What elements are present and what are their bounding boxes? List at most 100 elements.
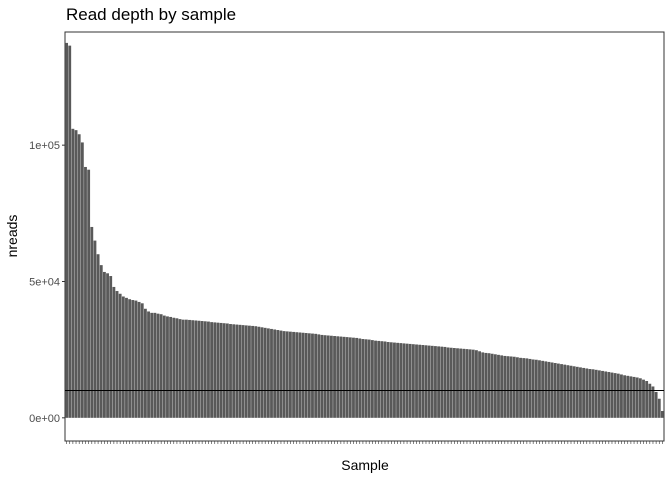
bar bbox=[588, 369, 592, 418]
bar bbox=[276, 330, 280, 418]
bar bbox=[77, 134, 81, 418]
bar bbox=[434, 346, 437, 418]
bar bbox=[607, 372, 611, 418]
bar bbox=[68, 45, 72, 418]
bar bbox=[629, 376, 633, 418]
bar bbox=[147, 311, 150, 418]
bar bbox=[156, 313, 160, 418]
bar bbox=[437, 346, 441, 418]
bar bbox=[490, 353, 494, 418]
bar bbox=[134, 300, 138, 418]
bar bbox=[465, 349, 469, 418]
bar bbox=[648, 383, 652, 418]
bar bbox=[512, 356, 516, 418]
bar bbox=[270, 328, 273, 418]
bar bbox=[408, 343, 412, 418]
bar bbox=[424, 345, 428, 418]
bar bbox=[99, 265, 103, 418]
bar bbox=[128, 299, 132, 418]
bar bbox=[235, 324, 239, 418]
bar bbox=[468, 349, 472, 418]
bar bbox=[582, 367, 586, 418]
bar bbox=[462, 348, 466, 418]
bar bbox=[172, 317, 176, 418]
bar bbox=[638, 378, 642, 418]
bar bbox=[411, 344, 415, 418]
bar bbox=[475, 350, 478, 418]
bar bbox=[260, 327, 264, 418]
bar bbox=[238, 324, 242, 418]
bar bbox=[298, 332, 302, 418]
bar bbox=[169, 316, 173, 418]
bar bbox=[131, 300, 135, 418]
bar bbox=[216, 322, 220, 418]
bar bbox=[421, 345, 425, 418]
bar bbox=[251, 325, 254, 418]
bar bbox=[162, 315, 166, 418]
bar bbox=[456, 348, 459, 418]
bar bbox=[181, 319, 185, 418]
bar bbox=[188, 319, 191, 418]
bar bbox=[604, 371, 608, 418]
bar bbox=[210, 322, 214, 418]
x-axis bbox=[66, 441, 663, 444]
bar bbox=[443, 346, 447, 418]
bar bbox=[396, 342, 400, 418]
bar bbox=[339, 336, 343, 418]
bar bbox=[352, 337, 355, 418]
bar bbox=[266, 328, 270, 418]
bar bbox=[175, 318, 179, 418]
bar bbox=[569, 365, 573, 418]
y-axis: 0e+00 5e+04 1e+05 bbox=[29, 140, 65, 425]
bar bbox=[484, 352, 488, 418]
bar bbox=[377, 340, 381, 418]
bar bbox=[342, 336, 346, 418]
bar bbox=[459, 348, 463, 418]
bar bbox=[547, 361, 551, 418]
bar bbox=[506, 356, 510, 418]
bar bbox=[197, 320, 201, 418]
bar bbox=[93, 240, 97, 418]
bar bbox=[534, 359, 538, 418]
bar bbox=[229, 324, 232, 418]
bar bbox=[257, 326, 261, 418]
bar bbox=[207, 321, 210, 418]
bar bbox=[314, 333, 318, 418]
bar bbox=[563, 364, 567, 418]
bar bbox=[528, 358, 532, 418]
bar bbox=[623, 375, 627, 418]
bar bbox=[292, 331, 295, 418]
bar bbox=[620, 374, 623, 418]
bar bbox=[90, 226, 94, 418]
bar bbox=[575, 366, 579, 418]
bar bbox=[254, 326, 258, 418]
bar bbox=[478, 351, 481, 418]
bar bbox=[71, 128, 75, 418]
bar bbox=[493, 354, 497, 418]
bar bbox=[538, 360, 541, 418]
bar bbox=[194, 320, 198, 418]
bar bbox=[522, 358, 526, 418]
bar bbox=[531, 359, 535, 418]
bar bbox=[500, 355, 504, 418]
bar bbox=[446, 347, 450, 418]
bar bbox=[244, 325, 248, 418]
bar bbox=[389, 342, 393, 418]
bar bbox=[427, 345, 431, 418]
bar bbox=[497, 354, 500, 418]
bar bbox=[203, 321, 207, 418]
bar bbox=[632, 376, 636, 418]
bar bbox=[311, 333, 314, 418]
bar bbox=[241, 325, 245, 418]
bar bbox=[616, 373, 620, 418]
bar bbox=[509, 356, 513, 418]
bar bbox=[285, 331, 289, 418]
bar bbox=[80, 142, 84, 418]
bar-series bbox=[65, 42, 664, 418]
bar bbox=[118, 293, 122, 418]
bar bbox=[355, 337, 359, 418]
bar bbox=[153, 312, 157, 418]
bar bbox=[503, 355, 507, 418]
bar bbox=[525, 358, 529, 418]
